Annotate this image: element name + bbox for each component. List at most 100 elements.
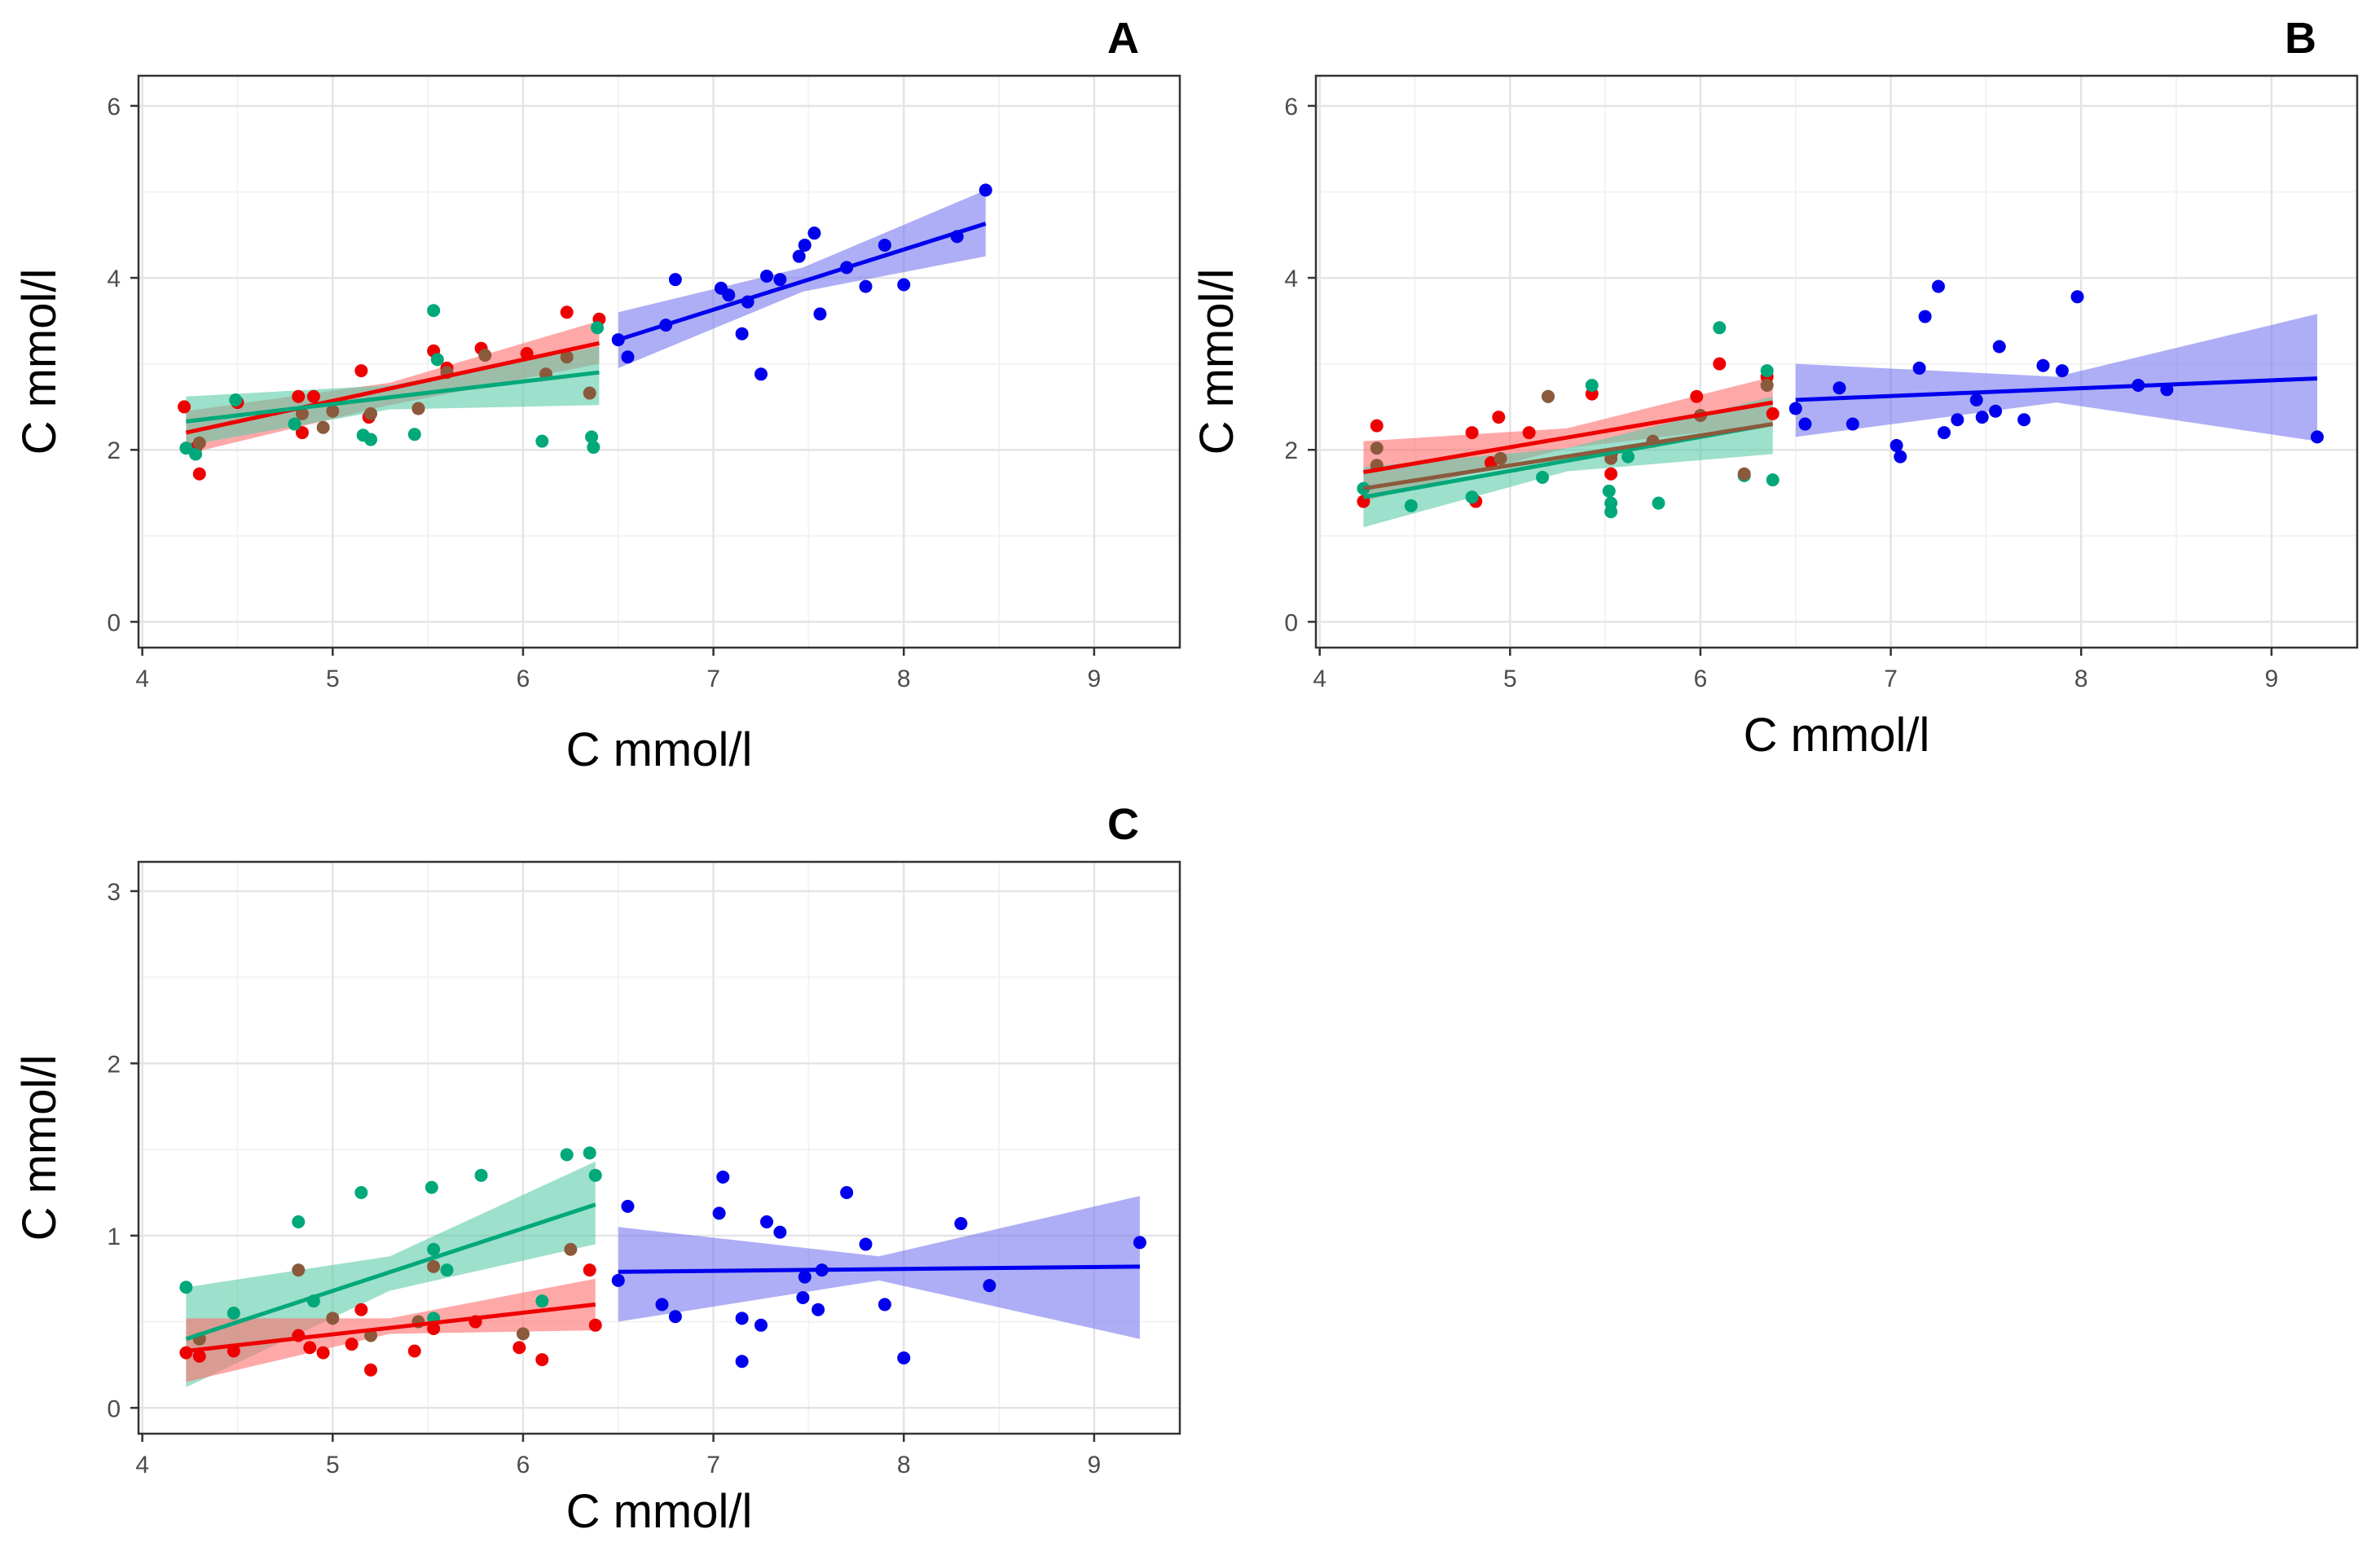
brown-fit-line	[1363, 422, 1774, 491]
blue-point	[840, 1185, 854, 1199]
brown-point	[292, 1263, 306, 1277]
brown-point	[478, 349, 492, 362]
green-point	[1465, 490, 1479, 504]
blue-point	[2017, 413, 2031, 427]
blue-point	[1992, 340, 2006, 354]
y-tick-label: 4	[1284, 266, 1298, 292]
blue-point	[773, 273, 787, 287]
green-point	[430, 353, 444, 367]
green-point	[288, 417, 301, 431]
x-tick-label: 5	[326, 666, 340, 692]
panel-border	[137, 860, 1181, 1435]
blue-points	[1788, 279, 2324, 464]
blue-point	[735, 1312, 749, 1325]
red-point	[178, 400, 191, 414]
x-tick-label: 6	[1694, 666, 1708, 692]
blue-point	[668, 273, 682, 287]
blue-point	[983, 1279, 996, 1293]
panel-a: 4 5 6 7 8 9 0 2 4 6 C mmol/l C mmol/l A	[13, 14, 1181, 776]
brown-point	[1370, 442, 1384, 455]
x-tick-label: 8	[2074, 666, 2088, 692]
y-tick-label: 0	[107, 609, 121, 636]
blue-point	[611, 1273, 625, 1287]
y-tick-label: 2	[1284, 437, 1298, 464]
blue-point	[1832, 381, 1846, 395]
plot-background	[139, 76, 1180, 648]
red-point	[1766, 406, 1780, 420]
green-point	[1760, 364, 1774, 378]
red-point	[306, 389, 320, 403]
green-point	[1766, 473, 1780, 487]
blue-point	[897, 1351, 911, 1364]
x-tick-label: 4	[135, 1452, 149, 1479]
red-point	[292, 389, 306, 403]
blue-fit-line	[618, 1264, 1140, 1274]
blue-point	[754, 1318, 768, 1332]
y-axis-label: C mmol/l	[13, 1055, 66, 1241]
red-fit-line	[1362, 400, 1774, 475]
blue-point	[807, 226, 821, 240]
blue-point	[798, 238, 812, 252]
green-point	[292, 1215, 306, 1228]
x-tick-label: 7	[1884, 666, 1898, 692]
y-tick-label: 2	[107, 437, 121, 464]
green-point	[227, 1306, 240, 1320]
green-point	[1536, 470, 1550, 484]
red-point	[1713, 357, 1727, 371]
blue-point	[859, 279, 873, 293]
red-point	[179, 1346, 193, 1360]
green-points	[179, 304, 605, 461]
brown-point	[1760, 379, 1774, 393]
brown-point	[192, 436, 206, 450]
green-point	[1585, 379, 1599, 393]
blue-point	[1798, 417, 1812, 431]
x-tick-label: 7	[706, 1452, 720, 1479]
blue-point	[760, 1215, 774, 1228]
green-point	[1404, 499, 1418, 512]
blue-point	[954, 1217, 968, 1231]
brown-point	[316, 420, 330, 434]
blue-point	[796, 1290, 810, 1304]
green-point	[560, 1148, 574, 1162]
green-point	[588, 1168, 602, 1182]
green-points	[179, 1146, 602, 1325]
brown-point	[516, 1327, 530, 1341]
blue-point	[760, 269, 774, 283]
blue-point	[655, 1298, 669, 1312]
green-fit-line	[186, 370, 600, 424]
x-axis-label: C mmol/l	[1744, 709, 1930, 762]
green-point	[407, 428, 421, 442]
green-point	[585, 430, 599, 444]
y-tick-label: 2	[107, 1051, 121, 1078]
blue-point	[2036, 358, 2050, 372]
red-confidence-band	[186, 1278, 596, 1382]
x-tick-label: 5	[326, 1452, 340, 1479]
red-point	[427, 1322, 441, 1336]
blue-point	[722, 288, 736, 302]
y-tick-label: 4	[107, 266, 121, 292]
blue-point	[798, 1270, 812, 1284]
blue-point	[1989, 404, 2003, 418]
red-point	[513, 1341, 526, 1355]
blue-points	[611, 183, 992, 381]
green-fit-line	[185, 1202, 596, 1342]
blue-point	[2055, 364, 2069, 378]
y-axis-label: C mmol/l	[1190, 269, 1243, 455]
red-point	[303, 1341, 317, 1355]
red-point	[345, 1338, 359, 1351]
red-point	[1370, 419, 1384, 433]
blue-point	[1133, 1236, 1146, 1250]
green-point	[364, 433, 378, 446]
green-point	[591, 321, 605, 335]
x-tick-label: 9	[1088, 666, 1102, 692]
red-point	[407, 1344, 421, 1358]
y-tick-label: 6	[107, 94, 121, 121]
brown-point	[560, 350, 574, 364]
red-point	[1690, 389, 1704, 403]
red-point	[354, 364, 368, 378]
green-point	[179, 1281, 193, 1294]
blue-confidence-band	[618, 190, 986, 368]
green-point	[1713, 321, 1727, 335]
blue-point	[1951, 413, 1964, 427]
